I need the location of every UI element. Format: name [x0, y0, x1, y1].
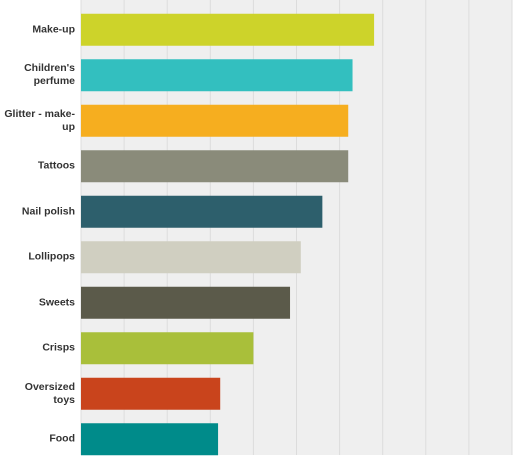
y-tick-label: Children's perfume: [24, 62, 75, 88]
y-tick-label: Sweets: [38, 296, 75, 309]
y-tick-label: Crisps: [42, 341, 75, 354]
y-tick-label: Oversized toys: [24, 380, 75, 406]
y-tick-label: Glitter - make-up: [4, 107, 75, 133]
bar: [81, 104, 349, 137]
y-tick-label: Lollipops: [28, 250, 75, 263]
bar: [81, 377, 221, 410]
y-tick-label: Tattoos: [37, 159, 75, 172]
y-tick-label: Nail polish: [21, 205, 75, 218]
bar: [81, 241, 301, 274]
bar: [81, 332, 254, 365]
bar: [81, 286, 291, 319]
bar: [81, 150, 349, 183]
y-tick-label: Food: [49, 432, 75, 445]
bar: [81, 13, 375, 46]
bar: [81, 423, 219, 456]
bar: [81, 59, 353, 92]
bar: [81, 195, 323, 228]
y-tick-label: Make-up: [32, 23, 75, 36]
